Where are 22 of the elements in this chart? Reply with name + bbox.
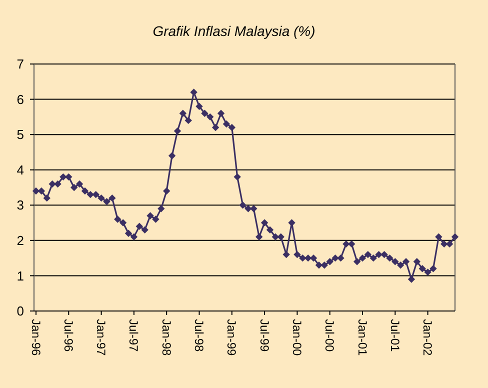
y-tick-label: 0 <box>16 304 24 319</box>
x-tick-label: Jul-00 <box>322 319 337 352</box>
x-tick-label: Jul-97 <box>126 319 141 352</box>
y-tick-label: 7 <box>16 56 24 72</box>
x-tick-label: Jan-98 <box>159 319 174 356</box>
y-tick-label: 4 <box>16 162 24 178</box>
x-tick-label: Jan-01 <box>355 319 370 356</box>
y-tick-label: 5 <box>16 127 24 142</box>
x-tick-label: Jan-97 <box>94 319 108 356</box>
y-tick-label: 3 <box>16 198 24 213</box>
x-tick-label: Jan-99 <box>224 319 239 356</box>
x-tick-label: Jul-96 <box>61 319 76 352</box>
chart-title: Grafik Inflasi Malaysia (%) <box>152 23 316 39</box>
y-tick-label: 1 <box>16 268 24 284</box>
x-tick-label: Jan-02 <box>420 319 435 356</box>
y-tick-label: 2 <box>16 232 24 248</box>
x-tick-label: Jul-99 <box>257 319 272 352</box>
x-tick-label: Jul-98 <box>192 319 206 352</box>
x-tick-label: Jan-00 <box>290 319 304 356</box>
x-tick-label: Jan-96 <box>28 319 43 356</box>
x-tick-label: Jul-01 <box>388 319 402 352</box>
y-tick-label: 6 <box>16 92 24 107</box>
